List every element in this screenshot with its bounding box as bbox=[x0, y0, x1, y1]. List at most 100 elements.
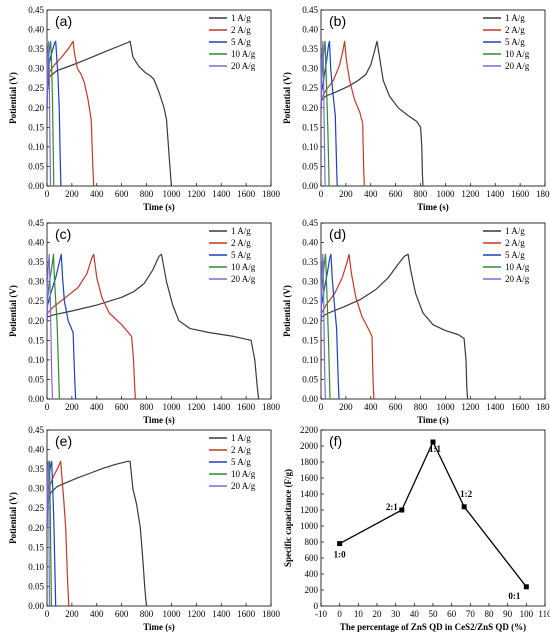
y-tick-label: 0.20 bbox=[28, 523, 44, 533]
y-tick-label: 0.25 bbox=[302, 83, 318, 93]
series-line-3 bbox=[320, 40, 338, 187]
x-tick-label: 1000 bbox=[162, 609, 181, 619]
y-tick-label: 0.15 bbox=[302, 122, 318, 132]
data-point bbox=[523, 584, 529, 590]
panel-label: (c) bbox=[55, 226, 71, 242]
y-tick-label: 0.45 bbox=[302, 5, 318, 15]
y-tick-label: 1200 bbox=[300, 505, 319, 515]
y-tick-label: 0.10 bbox=[28, 562, 44, 572]
y-tick-label: 0.25 bbox=[302, 296, 318, 306]
legend-label: 2 A/g bbox=[231, 25, 251, 35]
y-tick-label: 0.00 bbox=[28, 181, 44, 191]
point-label: 1:1 bbox=[429, 444, 441, 454]
x-tick-label: 0 bbox=[319, 189, 324, 199]
y-axis-label: Potiential (V) bbox=[282, 285, 292, 337]
x-tick-label: 600 bbox=[389, 402, 403, 412]
y-tick-label: 1000 bbox=[300, 521, 319, 531]
x-tick-label: 800 bbox=[140, 402, 154, 412]
x-tick-label: 1400 bbox=[212, 402, 231, 412]
y-tick-label: 0.15 bbox=[302, 335, 318, 345]
x-tick-label: -10 bbox=[315, 609, 327, 619]
y-tick-label: 0 bbox=[314, 601, 319, 611]
x-tick-label: 40 bbox=[410, 609, 420, 619]
series-line-1 bbox=[46, 253, 260, 400]
x-tick-label: 0 bbox=[45, 609, 50, 619]
x-tick-label: 1200 bbox=[461, 189, 480, 199]
x-axis-label: The percentage of ZnS QD in CeS2/ZnS QD … bbox=[340, 622, 526, 632]
panel-label: (d) bbox=[329, 226, 346, 242]
x-tick-label: 400 bbox=[90, 189, 104, 199]
legend-label: 5 A/g bbox=[231, 250, 251, 260]
x-tick-label: 0 bbox=[45, 402, 50, 412]
legend-label: 2 A/g bbox=[505, 25, 525, 35]
data-point bbox=[430, 439, 436, 445]
panel-label: (b) bbox=[329, 13, 346, 29]
y-tick-label: 0.45 bbox=[28, 218, 44, 228]
x-axis-label: Time (s) bbox=[143, 415, 175, 425]
y-tick-label: 1600 bbox=[300, 473, 319, 483]
x-tick-label: 800 bbox=[140, 189, 154, 199]
chart-panel-4: 0.00 0.05 0.10 0.15 0.20 0.25 0.30 0.35 0.40 0.45… bbox=[282, 218, 550, 425]
x-tick-label: 800 bbox=[140, 609, 154, 619]
x-tick-label: 50 bbox=[429, 609, 439, 619]
x-tick-label: 1400 bbox=[212, 189, 231, 199]
y-tick-label: 0.35 bbox=[302, 257, 318, 267]
x-tick-label: 0 bbox=[319, 402, 324, 412]
x-tick-label: 1000 bbox=[162, 402, 181, 412]
legend-label: 1 A/g bbox=[231, 433, 251, 443]
legend-label: 1 A/g bbox=[231, 13, 251, 23]
panel-label: (f) bbox=[329, 433, 342, 449]
x-tick-label: 1000 bbox=[436, 402, 455, 412]
y-tick-label: 0.45 bbox=[28, 425, 44, 435]
series-line-1 bbox=[46, 40, 172, 187]
x-tick-label: 1800 bbox=[262, 189, 281, 199]
series-line-4 bbox=[46, 253, 60, 400]
panel-label: (a) bbox=[55, 13, 72, 29]
x-tick-label: 1600 bbox=[237, 189, 256, 199]
x-tick-label: 800 bbox=[414, 402, 428, 412]
y-tick-label: 0.20 bbox=[28, 103, 44, 113]
y-tick-label: 0.05 bbox=[28, 161, 44, 171]
x-tick-label: 400 bbox=[90, 402, 104, 412]
y-tick-label: 1400 bbox=[300, 489, 319, 499]
y-tick-label: 0.45 bbox=[302, 218, 318, 228]
point-label: 0:1 bbox=[508, 591, 520, 601]
x-tick-label: 10 bbox=[354, 609, 364, 619]
legend-label: 20 A/g bbox=[231, 274, 256, 284]
legend-label: 10 A/g bbox=[231, 262, 256, 272]
y-tick-label: 0.45 bbox=[28, 5, 44, 15]
y-tick-label: 600 bbox=[305, 553, 319, 563]
legend-label: 10 A/g bbox=[231, 469, 256, 479]
x-tick-label: 20 bbox=[373, 609, 383, 619]
x-tick-label: 600 bbox=[115, 609, 129, 619]
x-tick-label: 200 bbox=[65, 189, 79, 199]
legend-label: 5 A/g bbox=[505, 250, 525, 260]
x-axis-label: Time (s) bbox=[143, 202, 175, 212]
x-tick-label: 1200 bbox=[187, 189, 206, 199]
x-tick-label: 1400 bbox=[212, 609, 231, 619]
legend-label: 5 A/g bbox=[505, 37, 525, 47]
x-tick-label: 600 bbox=[115, 402, 129, 412]
x-tick-label: 200 bbox=[339, 402, 353, 412]
series-line-2 bbox=[46, 253, 136, 400]
y-tick-label: 0.00 bbox=[302, 394, 318, 404]
y-tick-label: 0.25 bbox=[28, 296, 44, 306]
point-label: 1:0 bbox=[334, 550, 346, 560]
y-tick-label: 0.15 bbox=[28, 542, 44, 552]
x-axis-label: Time (s) bbox=[143, 622, 175, 632]
series-line-5 bbox=[320, 253, 326, 400]
data-point bbox=[337, 541, 343, 547]
x-tick-label: 1400 bbox=[486, 402, 505, 412]
y-tick-label: 0.35 bbox=[28, 257, 44, 267]
series-line-4 bbox=[320, 253, 331, 400]
point-label: 2:1 bbox=[386, 502, 398, 512]
series-line-1 bbox=[46, 460, 148, 607]
series-line-1 bbox=[320, 253, 469, 400]
y-tick-label: 0.05 bbox=[302, 161, 318, 171]
y-tick-label: 0.00 bbox=[28, 601, 44, 611]
y-tick-label: 0.40 bbox=[302, 25, 318, 35]
y-axis-label: Potiential (V) bbox=[8, 72, 18, 124]
data-point bbox=[461, 504, 467, 510]
legend-label: 2 A/g bbox=[231, 238, 251, 248]
y-tick-label: 0.40 bbox=[28, 445, 44, 455]
